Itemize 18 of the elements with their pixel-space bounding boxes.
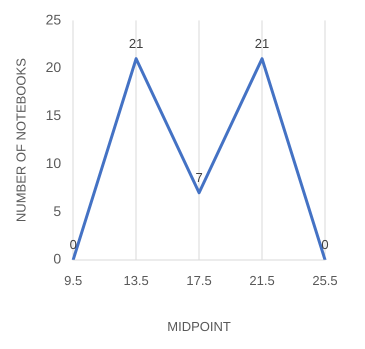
x-axis-title: MIDPOINT: [167, 318, 231, 334]
x-tick-label: 21.5: [249, 273, 275, 288]
y-tick-label: 25: [46, 11, 62, 28]
y-axis-title: NUMBER OF NOTEBOOKS: [13, 58, 28, 222]
y-tick-label: 5: [53, 202, 62, 219]
data-label: 21: [128, 36, 144, 51]
data-label: 7: [195, 170, 203, 185]
x-tick-label: 25.5: [312, 273, 338, 288]
data-label: 21: [254, 36, 270, 51]
data-label: 0: [70, 236, 77, 252]
y-tick-label: 10: [46, 154, 62, 171]
y-tick-label: 15: [46, 107, 62, 124]
x-tick-label: 9.5: [64, 273, 82, 288]
data-label: 0: [321, 236, 329, 252]
y-tick-label: 0: [53, 250, 62, 267]
x-tick-label: 17.5: [186, 273, 212, 288]
y-tick-label: 20: [46, 59, 62, 76]
x-tick-label: 13.5: [123, 273, 149, 288]
